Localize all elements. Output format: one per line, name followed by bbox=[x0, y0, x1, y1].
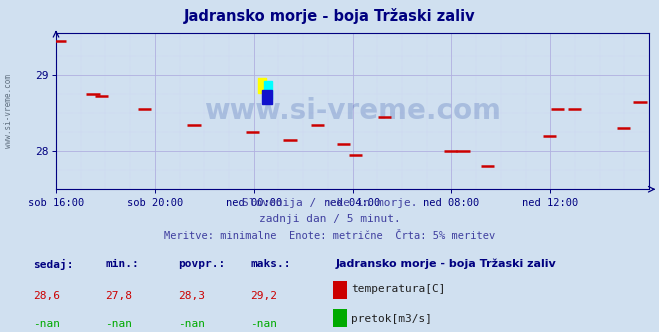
Text: -nan: -nan bbox=[178, 319, 205, 329]
Text: Jadransko morje - boja Tržaski zaliv: Jadransko morje - boja Tržaski zaliv bbox=[184, 8, 475, 24]
Text: pretok[m3/s]: pretok[m3/s] bbox=[351, 314, 432, 324]
Text: -nan: -nan bbox=[105, 319, 132, 329]
Text: www.si-vreme.com: www.si-vreme.com bbox=[204, 97, 501, 125]
Text: min.:: min.: bbox=[105, 259, 139, 269]
Text: temperatura[C]: temperatura[C] bbox=[351, 284, 445, 294]
Bar bbox=[258, 78, 266, 93]
Text: 27,8: 27,8 bbox=[105, 290, 132, 300]
Text: -nan: -nan bbox=[250, 319, 277, 329]
Text: -nan: -nan bbox=[33, 319, 60, 329]
Text: 28,6: 28,6 bbox=[33, 290, 60, 300]
Text: Jadransko morje - boja Tržaski zaliv: Jadransko morje - boja Tržaski zaliv bbox=[336, 259, 557, 270]
Text: 29,2: 29,2 bbox=[250, 290, 277, 300]
Text: povpr.:: povpr.: bbox=[178, 259, 225, 269]
Text: Slovenija / reke in morje.: Slovenija / reke in morje. bbox=[242, 198, 417, 208]
Text: sedaj:: sedaj: bbox=[33, 259, 73, 270]
Text: zadnji dan / 5 minut.: zadnji dan / 5 minut. bbox=[258, 214, 401, 224]
Text: www.si-vreme.com: www.si-vreme.com bbox=[4, 74, 13, 148]
Text: 28,3: 28,3 bbox=[178, 290, 205, 300]
Bar bbox=[264, 81, 272, 99]
Text: Meritve: minimalne  Enote: metrične  Črta: 5% meritev: Meritve: minimalne Enote: metrične Črta:… bbox=[164, 231, 495, 241]
Text: maks.:: maks.: bbox=[250, 259, 291, 269]
Bar bbox=[262, 90, 272, 104]
